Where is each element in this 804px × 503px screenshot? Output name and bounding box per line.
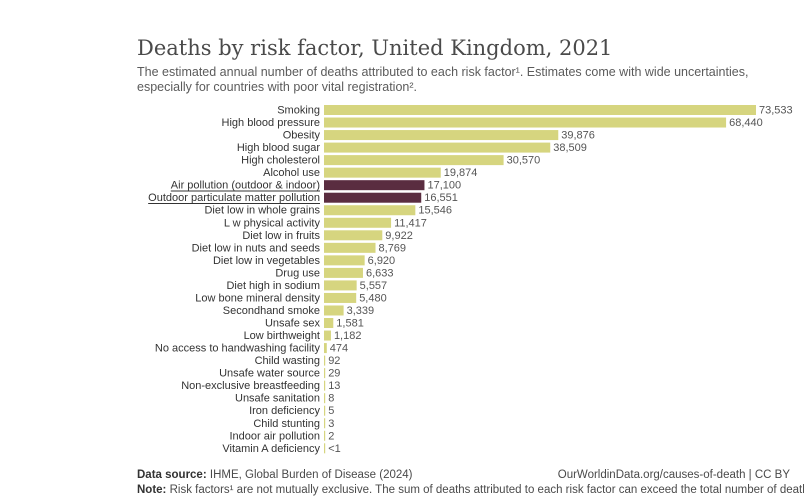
value-label-vitamin-a-deficiency: <1 [328, 443, 341, 455]
category-label-child-wasting: Child wasting [255, 355, 320, 367]
owid-url[interactable]: OurWorldinData.org/causes-of-death | CC … [557, 469, 790, 481]
category-label-outdoor-particulate-matter-pollution[interactable]: Outdoor particulate matter pollution [148, 192, 320, 204]
value-label-secondhand-smoke: 3,339 [347, 305, 375, 317]
category-label-low-birthweight: Low birthweight [244, 330, 320, 342]
category-label-obesity: Obesity [283, 130, 321, 142]
value-label-air-pollution-outdoor-indoor: 17,100 [427, 180, 461, 192]
bar-high-cholesterol[interactable] [324, 155, 504, 166]
category-label-diet-low-in-whole-grains: Diet low in whole grains [204, 205, 320, 217]
value-label-low-bone-mineral-density: 5,480 [359, 292, 387, 304]
category-label-alcohol-use: Alcohol use [263, 167, 320, 179]
bar-no-access-to-handwashing-facility[interactable] [324, 343, 327, 354]
bar-iron-deficiency[interactable] [324, 405, 326, 416]
bar-diet-low-in-vegetables[interactable] [324, 255, 365, 266]
bar-drug-use[interactable] [324, 267, 363, 278]
bar-diet-high-in-sodium[interactable] [324, 280, 357, 291]
bar-low-bone-mineral-density[interactable] [324, 292, 357, 303]
category-label-air-pollution-outdoor-indoor[interactable]: Air pollution (outdoor & indoor) [171, 180, 320, 192]
note-text: Risk factors¹ are not mutually exclusive… [169, 484, 804, 496]
data-source-text: IHME, Global Burden of Disease (2024) [209, 469, 413, 481]
value-label-diet-low-in-vegetables: 6,920 [368, 255, 396, 267]
bar-low-birthweight[interactable] [324, 330, 331, 341]
value-label-smoking: 73,533 [759, 105, 793, 117]
value-label-alcohol-use: 19,874 [444, 167, 478, 179]
category-label-unsafe-sex: Unsafe sex [265, 318, 321, 330]
value-label-drug-use: 6,633 [366, 267, 394, 279]
category-label-no-access-to-handwashing-facility: No access to handwashing facility [155, 343, 321, 355]
value-label-l-w-physical-activity: 11,417 [394, 217, 427, 229]
value-label-diet-low-in-fruits: 9,922 [385, 230, 413, 242]
value-label-diet-high-in-sodium: 5,557 [360, 280, 388, 292]
note-label: Note: [137, 484, 167, 496]
category-label-diet-high-in-sodium: Diet high in sodium [226, 280, 320, 292]
bar-air-pollution-outdoor-indoor[interactable] [324, 180, 425, 191]
bar-alcohol-use[interactable] [324, 167, 441, 178]
category-label-iron-deficiency: Iron deficiency [249, 405, 320, 417]
value-label-unsafe-sanitation: 8 [328, 393, 334, 405]
bar-secondhand-smoke[interactable] [324, 305, 344, 316]
bar-l-w-physical-activity[interactable] [324, 217, 392, 228]
value-label-diet-low-in-whole-grains: 15,546 [418, 205, 452, 217]
bar-obesity[interactable] [324, 130, 559, 141]
bar-unsafe-sanitation[interactable] [324, 393, 326, 404]
value-label-high-blood-sugar: 38,509 [553, 142, 587, 154]
value-label-no-access-to-handwashing-facility: 474 [330, 343, 348, 355]
category-label-low-bone-mineral-density: Low bone mineral density [195, 292, 320, 304]
bar-unsafe-sex[interactable] [324, 318, 334, 329]
category-label-drug-use: Drug use [275, 267, 320, 279]
category-label-diet-low-in-vegetables: Diet low in vegetables [213, 255, 321, 267]
bar-diet-low-in-nuts-and-seeds[interactable] [324, 242, 376, 253]
value-label-non-exclusive-breastfeeding: 13 [328, 380, 340, 392]
category-label-high-blood-pressure: High blood pressure [222, 117, 320, 129]
footnote: Note: Risk factors¹ are not mutually exc… [137, 484, 804, 496]
value-label-outdoor-particulate-matter-pollution: 16,551 [424, 192, 458, 204]
category-label-l-w-physical-activity: L w physical activity [224, 217, 321, 229]
value-label-child-stunting: 3 [328, 418, 334, 430]
bar-unsafe-water-source[interactable] [324, 368, 326, 379]
value-label-unsafe-sex: 1,581 [336, 318, 364, 330]
category-label-unsafe-water-source: Unsafe water source [219, 368, 320, 380]
bar-diet-low-in-whole-grains[interactable] [324, 205, 416, 216]
bar-diet-low-in-fruits[interactable] [324, 230, 383, 241]
bar-indoor-air-pollution[interactable] [324, 430, 326, 441]
category-label-indoor-air-pollution: Indoor air pollution [229, 430, 320, 442]
data-source-label: Data source: [137, 469, 207, 481]
category-label-unsafe-sanitation: Unsafe sanitation [235, 393, 320, 405]
category-label-smoking: Smoking [277, 105, 320, 117]
value-label-unsafe-water-source: 29 [328, 368, 340, 380]
bar-outdoor-particulate-matter-pollution[interactable] [324, 192, 422, 203]
category-label-secondhand-smoke: Secondhand smoke [223, 305, 320, 317]
value-label-high-blood-pressure: 68,440 [729, 117, 763, 129]
bar-high-blood-sugar[interactable] [324, 142, 551, 153]
category-label-child-stunting: Child stunting [253, 418, 320, 430]
bar-high-blood-pressure[interactable] [324, 117, 727, 128]
value-label-high-cholesterol: 30,570 [507, 155, 541, 167]
value-label-low-birthweight: 1,182 [334, 330, 362, 342]
bar-child-stunting[interactable] [324, 418, 326, 429]
value-label-iron-deficiency: 5 [328, 405, 334, 417]
value-label-obesity: 39,876 [561, 130, 595, 142]
category-label-diet-low-in-fruits: Diet low in fruits [242, 230, 320, 242]
category-label-vitamin-a-deficiency: Vitamin A deficiency [222, 443, 320, 455]
bar-non-exclusive-breastfeeding[interactable] [324, 380, 326, 391]
value-label-diet-low-in-nuts-and-seeds: 8,769 [379, 242, 407, 254]
category-label-high-blood-sugar: High blood sugar [237, 142, 321, 154]
category-label-diet-low-in-nuts-and-seeds: Diet low in nuts and seeds [192, 242, 321, 254]
chart-subtitle: The estimated annual number of deaths at… [137, 65, 749, 94]
category-label-high-cholesterol: High cholesterol [241, 155, 320, 167]
bar-smoking[interactable] [324, 105, 756, 115]
category-label-non-exclusive-breastfeeding: Non-exclusive breastfeeding [181, 380, 320, 392]
bar-child-wasting[interactable] [324, 355, 326, 366]
value-label-child-wasting: 92 [328, 355, 340, 367]
value-label-indoor-air-pollution: 2 [328, 430, 334, 442]
chart-title: Deaths by risk factor, United Kingdom, 2… [137, 36, 613, 60]
bar-vitamin-a-deficiency[interactable] [324, 443, 326, 454]
data-source: Data source: IHME, Global Burden of Dise… [137, 469, 413, 481]
